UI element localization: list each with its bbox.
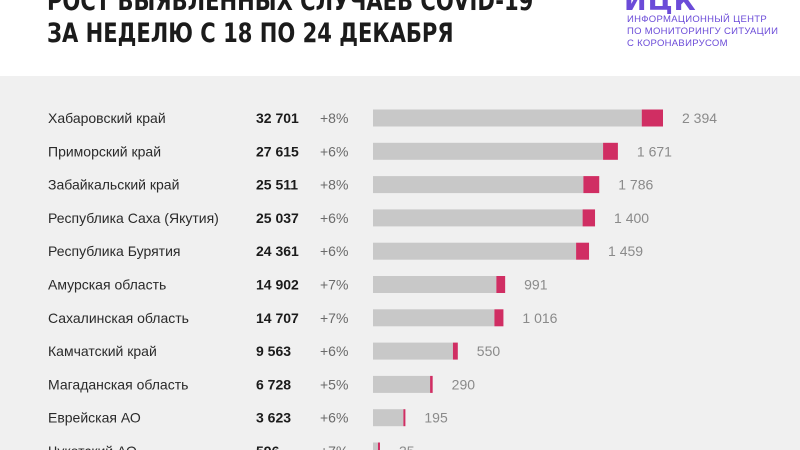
growth-percent-label: +7% [320, 310, 348, 326]
total-cases-label: 596 [256, 443, 280, 450]
title-line-2: ЗА НЕДЕЛЮ С 18 ПО 24 ДЕКАБРЯ [47, 18, 454, 49]
growth-percent-label: +6% [320, 410, 348, 426]
increase-value-label: 1 459 [608, 243, 643, 259]
logo: ИЦК [624, 0, 697, 17]
bar-increase [452, 342, 458, 360]
bar-increase [582, 209, 596, 227]
total-cases-label: 25 511 [256, 177, 298, 193]
bar-increase [583, 176, 600, 194]
logo-caption-line-1: ИНФОРМАЦИОННЫЙ ЦЕНТР [627, 14, 767, 25]
total-cases-label: 6 728 [256, 376, 291, 392]
bar-base [373, 176, 584, 194]
growth-percent-label: +7% [320, 277, 348, 293]
title-line-1: РОСТ ВЫЯВЛЕННЫХ СЛУЧАЕВ COVID-19 [47, 0, 534, 17]
increase-value-label: 35 [399, 443, 415, 450]
region-label: Камчатский край [48, 343, 157, 359]
bar-base [373, 442, 378, 450]
bar-base [373, 209, 583, 227]
region-label: Еврейская АО [48, 410, 141, 426]
bar-base [373, 142, 604, 160]
increase-value-label: 991 [524, 277, 548, 293]
total-cases-label: 32 701 [256, 110, 299, 126]
header: РОСТ ВЫЯВЛЕННЫХ СЛУЧАЕВ COVID-19 ЗА НЕДЕ… [0, 0, 800, 76]
increase-value-label: 195 [424, 410, 448, 426]
region-label: Приморский край [48, 143, 161, 159]
region-label: Магаданская область [48, 376, 188, 392]
total-cases-label: 24 361 [256, 243, 299, 259]
region-label: Забайкальский край [48, 177, 179, 193]
total-cases-label: 14 707 [256, 310, 299, 326]
bar-increase [494, 309, 504, 327]
bar-increase [576, 242, 590, 260]
logo-caption-line-3: С КОРОНАВИРУСОМ [627, 38, 728, 49]
bar-base [373, 109, 642, 127]
increase-value-label: 1 016 [522, 310, 557, 326]
bar-increase [496, 276, 506, 293]
increase-value-label: 290 [452, 376, 476, 392]
bar-base [373, 276, 497, 293]
bar-increase [641, 109, 663, 127]
total-cases-label: 25 037 [256, 210, 299, 226]
growth-percent-label: +6% [320, 343, 348, 359]
growth-percent-label: +7% [320, 443, 348, 450]
total-cases-label: 3 623 [256, 410, 291, 426]
bar-base [373, 409, 404, 427]
logo-caption-line-2: ПО МОНИТОРИНГУ СИТУАЦИИ [627, 26, 779, 37]
increase-value-label: 1 786 [618, 177, 653, 193]
bar-base [373, 375, 431, 393]
region-label: Республика Саха (Якутия) [48, 210, 219, 226]
growth-percent-label: +6% [320, 243, 348, 259]
logo-caption: ИНФОРМАЦИОННЫЙ ЦЕНТР ПО МОНИТОРИНГУ СИТУ… [627, 14, 797, 50]
page-title: РОСТ ВЫЯВЛЕННЫХ СЛУЧАЕВ COVID-19 ЗА НЕДЕ… [47, 0, 533, 50]
growth-percent-label: +8% [320, 177, 348, 193]
increase-value-label: 2 394 [682, 110, 717, 126]
chart-panel: Хабаровский край 32 701 +8% 2 394 Приморский… [0, 76, 800, 450]
bar-base [373, 242, 577, 260]
growth-percent-label: +6% [320, 143, 348, 159]
region-label: Амурская область [48, 277, 166, 293]
bar-increase [377, 442, 380, 450]
growth-percent-label: +5% [320, 376, 348, 392]
total-cases-label: 27 615 [256, 143, 299, 159]
increase-value-label: 1 400 [614, 210, 649, 226]
bar-increase [603, 142, 618, 160]
total-cases-label: 14 902 [256, 277, 299, 293]
total-cases-label: 9 563 [256, 343, 291, 359]
region-label: Хабаровский край [48, 110, 166, 126]
region-label: Сахалинская область [48, 310, 189, 326]
region-label: Чукотский АО [48, 443, 137, 450]
bar-base [373, 309, 495, 327]
bar-base [373, 342, 453, 360]
increase-value-label: 1 671 [637, 143, 672, 159]
growth-percent-label: +8% [320, 110, 348, 126]
bar-chart: Хабаровский край 32 701 +8% 2 394 Приморский… [48, 109, 717, 450]
region-label: Республика Бурятия [48, 243, 180, 259]
bar-increase [430, 375, 433, 393]
bar-increase [403, 409, 406, 427]
increase-value-label: 550 [477, 343, 501, 359]
growth-percent-label: +6% [320, 210, 348, 226]
